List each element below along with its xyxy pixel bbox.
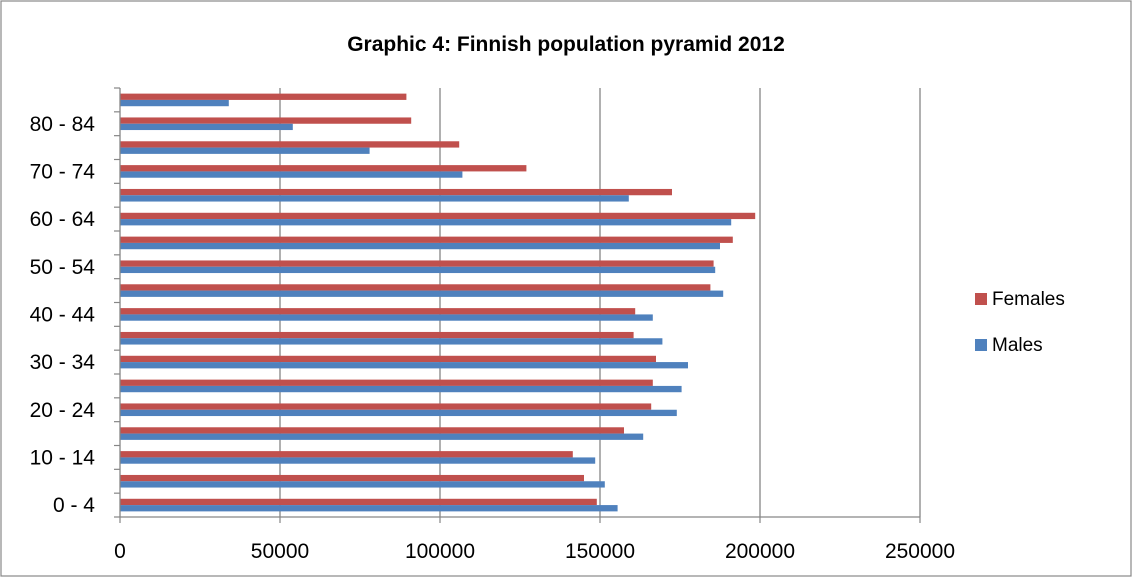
- bar-females: [120, 236, 733, 243]
- bar-females: [120, 188, 672, 196]
- bar-females: [120, 165, 527, 172]
- x-tick-label: 0: [114, 540, 126, 563]
- bar-females: [120, 474, 584, 482]
- bar-males: [120, 457, 596, 464]
- axes: [114, 87, 921, 523]
- legend-swatch-males: [975, 339, 987, 351]
- y-tick-label: 0 - 4: [53, 494, 95, 517]
- bar-males: [120, 123, 293, 131]
- x-tick-labels: 0 50000 100000 150000 200000 250000: [114, 540, 955, 563]
- x-tick-label: 100000: [405, 540, 475, 563]
- bar-males: [120, 219, 732, 226]
- bar-females: [120, 284, 711, 291]
- legend-label-females: Females: [992, 289, 1065, 310]
- bar-males: [120, 290, 724, 297]
- x-tick-label: 150000: [565, 540, 635, 563]
- bar-males: [120, 481, 605, 488]
- bar-females: [120, 355, 656, 363]
- bars: [120, 93, 756, 512]
- bar-males: [120, 385, 682, 393]
- bar-females: [120, 308, 636, 315]
- y-tick-label: 50 - 54: [30, 256, 96, 279]
- bar-females: [120, 260, 714, 267]
- bar-females: [120, 427, 624, 434]
- chart-title: Graphic 4: Finnish population pyramid 20…: [347, 33, 785, 56]
- y-tick-label: 40 - 44: [30, 303, 96, 326]
- bar-males: [120, 433, 644, 440]
- bar-males: [120, 195, 629, 202]
- bar-females: [120, 498, 597, 506]
- x-tick-label: 50000: [251, 540, 309, 563]
- y-tick-label: 20 - 24: [30, 399, 96, 422]
- bar-males: [120, 338, 663, 345]
- bar-females: [120, 117, 412, 124]
- gridlines: [279, 88, 921, 517]
- legend-label-males: Males: [992, 335, 1043, 356]
- bar-females: [120, 212, 756, 220]
- bar-males: [120, 266, 716, 274]
- bar-females: [120, 93, 407, 100]
- y-tick-label: 10 - 14: [30, 446, 96, 469]
- y-tick-label: 30 - 34: [30, 351, 96, 374]
- legend-swatch-females: [975, 293, 987, 305]
- bar-females: [120, 379, 653, 386]
- y-tick-label: 80 - 84: [30, 113, 96, 136]
- bar-males: [120, 505, 618, 512]
- y-tick-label: 60 - 64: [30, 208, 96, 231]
- bar-males: [120, 99, 229, 107]
- bar-males: [120, 314, 653, 321]
- bar-males: [120, 242, 720, 250]
- x-tick-label: 250000: [885, 540, 955, 563]
- x-tick-label: 200000: [725, 540, 795, 563]
- bar-males: [120, 362, 688, 369]
- bar-females: [120, 141, 460, 148]
- bar-females: [120, 403, 652, 410]
- bar-males: [120, 409, 677, 417]
- bar-females: [120, 451, 573, 458]
- y-tick-labels: 0 - 4 10 - 14 20 - 24 30 - 34 40 - 44 50 - 54…: [30, 113, 96, 517]
- legend: Females Males: [975, 289, 1065, 356]
- bar-males: [120, 147, 370, 154]
- bar-females: [120, 331, 634, 339]
- bar-males: [120, 171, 463, 178]
- y-tick-label: 70 - 74: [30, 160, 96, 183]
